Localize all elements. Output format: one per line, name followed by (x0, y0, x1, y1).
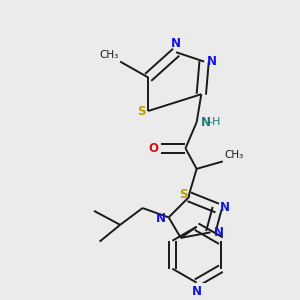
Text: S: S (137, 104, 145, 118)
Text: N: N (171, 38, 181, 50)
Text: N: N (207, 55, 217, 68)
Text: S: S (179, 188, 187, 200)
Text: N: N (192, 284, 202, 298)
Text: N: N (200, 116, 210, 129)
Text: CH₃: CH₃ (225, 151, 244, 160)
Text: N: N (156, 212, 166, 225)
Text: -H: -H (209, 117, 221, 127)
Text: CH₃: CH₃ (99, 50, 118, 60)
Text: N: N (213, 226, 224, 239)
Text: O: O (148, 142, 158, 155)
Text: N: N (220, 201, 230, 214)
